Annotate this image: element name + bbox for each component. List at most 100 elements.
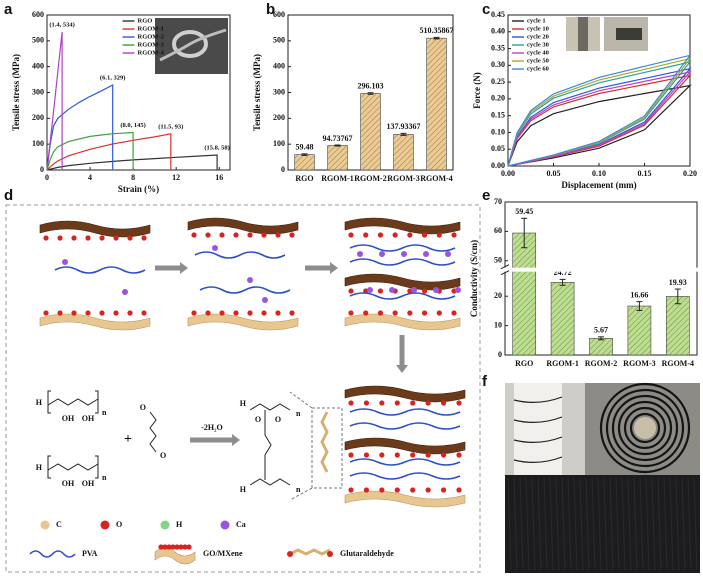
- oxygen-atom: [377, 310, 384, 316]
- go-sheet-dark: [344, 437, 466, 455]
- oxygen-atom: [113, 235, 119, 241]
- mxene-sheet: [344, 313, 461, 331]
- pva-chain: [349, 408, 461, 416]
- oxygen-atom: [425, 452, 431, 458]
- y-tick-label: 10: [494, 320, 502, 329]
- atom-label: O: [160, 451, 166, 460]
- fabric-texture: [561, 477, 566, 571]
- atom-label: H: [240, 399, 247, 408]
- y-tick-label: 0: [281, 165, 285, 174]
- fabric-texture: [543, 477, 548, 571]
- oxygen-atom: [363, 310, 369, 316]
- glutaraldehyde-structure: [149, 411, 157, 453]
- oxygen-atom: [113, 310, 119, 316]
- coil: [629, 412, 661, 444]
- coil: [599, 382, 691, 474]
- legend-label: RGO: [138, 17, 153, 24]
- error-bar: [521, 217, 528, 249]
- error-bar: [367, 92, 374, 95]
- oxygen-atom: [421, 310, 428, 316]
- fabric-texture: [525, 477, 530, 571]
- oxygen-atom: [205, 310, 211, 316]
- x-tick-label: RGO: [515, 359, 533, 368]
- fabric-texture: [549, 477, 554, 571]
- legend-label: cycle 10: [527, 25, 549, 32]
- y-tick-label: 0: [498, 350, 502, 359]
- legend-label: PVA: [82, 549, 98, 558]
- legend-label: cycle 1: [527, 17, 546, 24]
- legend-label: Glutaraldehyde: [340, 549, 394, 558]
- oxygen-atom: [440, 452, 447, 458]
- fabric-texture: [681, 477, 686, 571]
- oxygen-atom: [247, 310, 253, 316]
- error-bar: [559, 278, 566, 286]
- legend-label: RGOM-4: [138, 49, 165, 56]
- legend-atom: [160, 520, 170, 530]
- bar: [327, 145, 348, 171]
- data-line: [46, 154, 218, 171]
- data-line: [46, 84, 114, 171]
- y-tick-label: 0.05: [491, 144, 505, 153]
- calcium-atom: [411, 287, 417, 293]
- data-line: [46, 32, 63, 171]
- oxygen-atom: [127, 310, 133, 316]
- calcium-atom: [122, 289, 128, 295]
- sem-fiber: [159, 28, 227, 62]
- y-tick-label: 100: [273, 139, 285, 148]
- fabric-texture: [627, 477, 632, 571]
- oxygen-atom: [57, 235, 63, 241]
- legend-atom: [100, 520, 110, 530]
- legend-label: cycle 20: [527, 33, 549, 40]
- oxygen-atom: [162, 544, 168, 550]
- bar: [512, 232, 537, 356]
- oxygen-atom: [377, 232, 384, 238]
- y-tick-label: 60: [494, 226, 502, 235]
- atom-label: OH: [82, 479, 95, 488]
- x-tick-label: RGOM-3: [387, 174, 419, 183]
- oxygen-atom: [379, 452, 385, 458]
- x-tick-label: RGOM-1: [546, 359, 578, 368]
- oxygen-atom: [71, 310, 77, 316]
- oxygen-atom: [219, 232, 225, 238]
- x-tick-label: RGOM-1: [321, 174, 353, 183]
- calcium-atom: [455, 287, 461, 293]
- coil: [617, 400, 673, 456]
- legend-label: RGOM-3: [138, 41, 165, 48]
- oxygen-atom: [174, 544, 180, 550]
- x-axis-title: Strain (%): [118, 184, 159, 194]
- calcium-atom: [401, 251, 407, 257]
- calcium-atom: [367, 287, 373, 293]
- x-tick-label: 4: [88, 173, 92, 182]
- bar: [294, 154, 315, 171]
- fabric-texture: [555, 477, 560, 571]
- oxygen-atom: [289, 310, 295, 316]
- arrow-head: [232, 434, 240, 446]
- atom-label: OH: [62, 479, 75, 488]
- data-line: [507, 84, 692, 167]
- oxygen-atom: [410, 452, 416, 458]
- y-tick-label: 200: [273, 113, 285, 122]
- fabric-texture: [507, 477, 512, 571]
- calcium-atom: [423, 251, 429, 257]
- atom-label: n: [296, 485, 301, 494]
- y-tick-label: 0.45: [491, 10, 505, 19]
- y-tick-label: 600: [273, 10, 285, 19]
- fabric-texture: [597, 477, 602, 571]
- fabric-texture: [657, 477, 662, 571]
- oxygen-atom: [141, 310, 147, 316]
- legend-label: cycle 60: [527, 65, 549, 72]
- x-tick-label: 12: [172, 173, 180, 182]
- oxygen-atom: [363, 400, 370, 406]
- coil: [623, 406, 667, 450]
- oxygen-atom: [410, 487, 416, 493]
- go-sheet-dark: [344, 273, 461, 291]
- data-line: [46, 131, 134, 171]
- fabric-texture: [513, 477, 518, 571]
- chart: 0 100 200 300 400 500 600 Tensile stress (MPa) S…: [11, 10, 231, 194]
- atom-label: n: [102, 408, 107, 417]
- legend-label: RGOM-2: [138, 33, 164, 40]
- legend-label: cycle 40: [527, 49, 549, 56]
- error-bar: [674, 288, 681, 305]
